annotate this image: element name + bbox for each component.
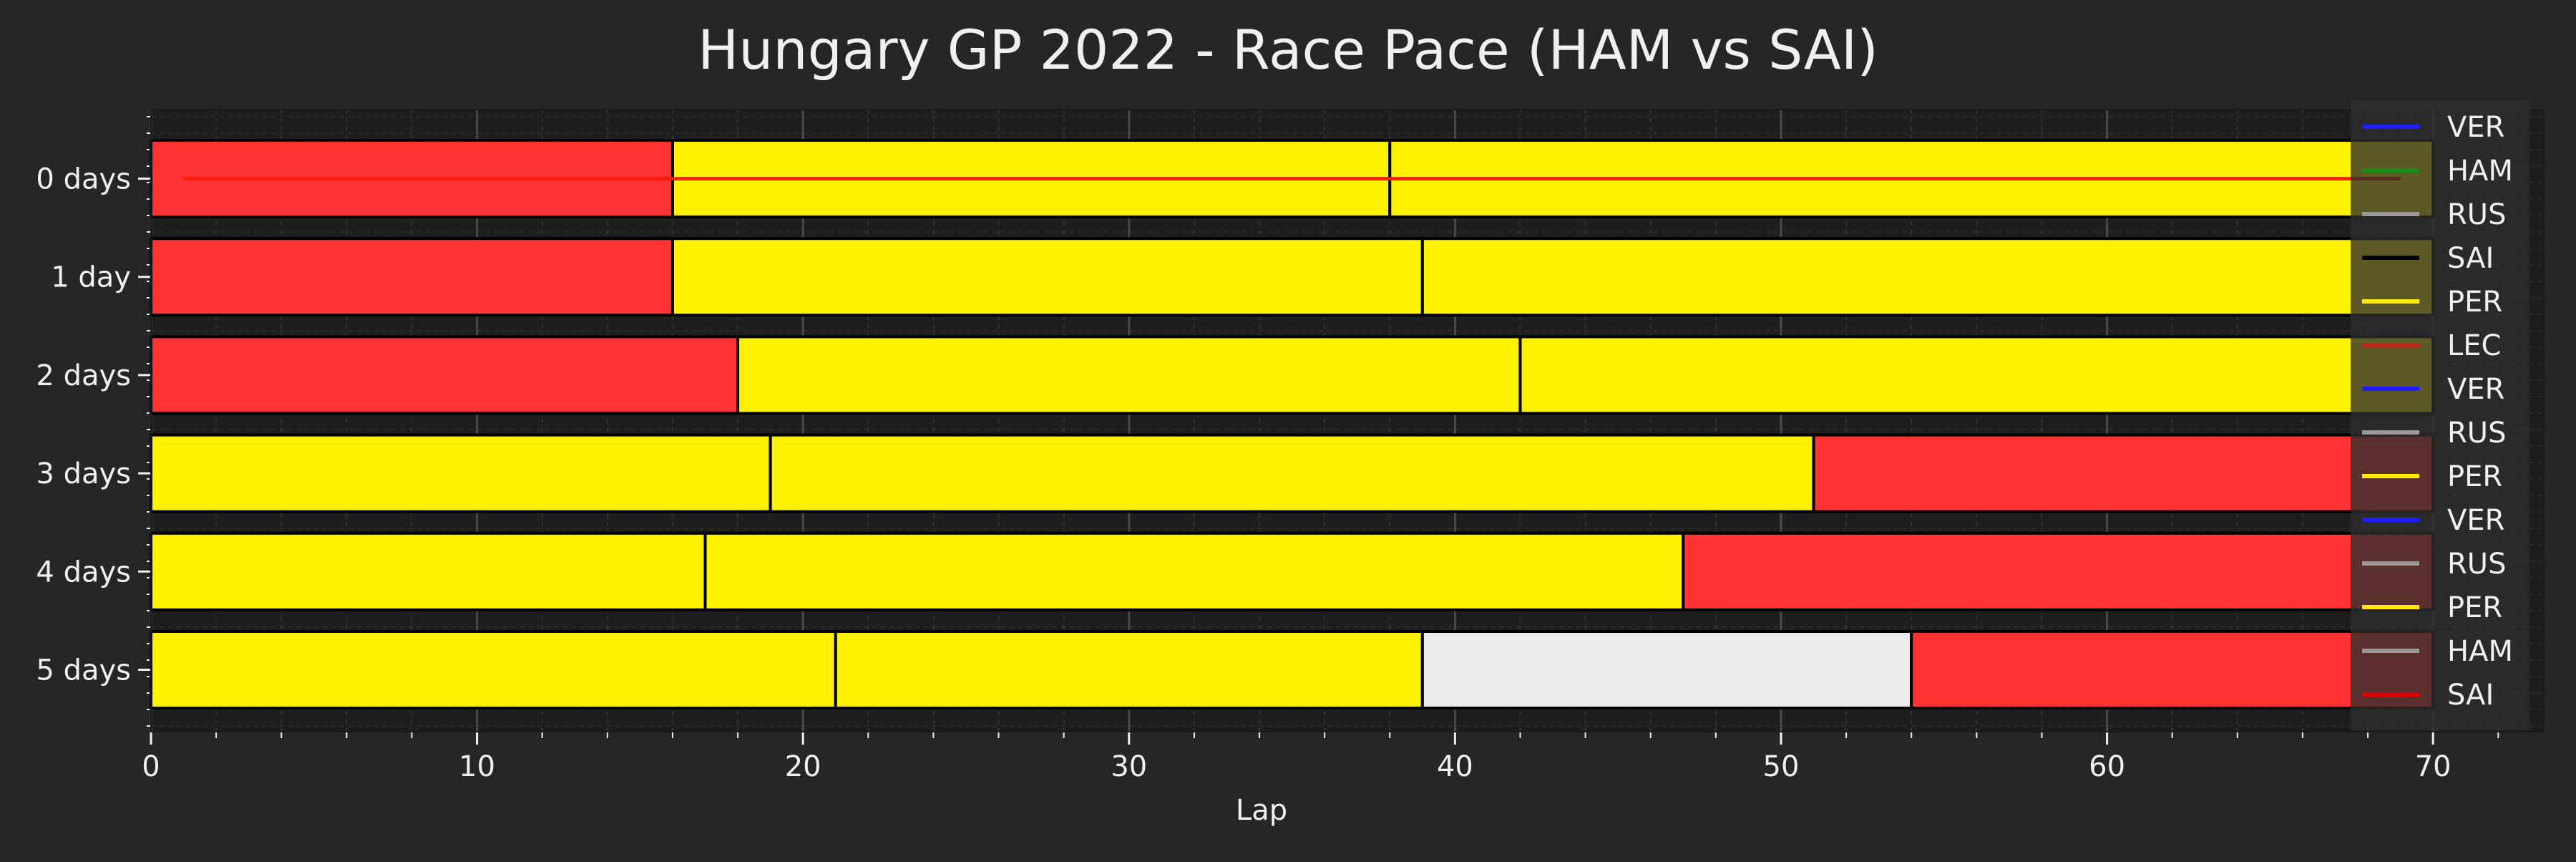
stint-bar — [670, 237, 1424, 317]
stint-bar — [1420, 630, 1913, 710]
stint-bar — [1812, 433, 2435, 513]
plot-frame — [150, 109, 2545, 732]
legend-label: HAM — [2447, 155, 2513, 188]
x-tick-label: 50 — [1763, 750, 1800, 783]
x-tick-label: 60 — [2089, 750, 2125, 783]
chart-title: Hungary GP 2022 - Race Pace (HAM vs SAI) — [698, 18, 1878, 82]
stint-bar — [769, 433, 1815, 513]
legend-label: PER — [2447, 286, 2502, 319]
y-tick-label: 4 days — [36, 556, 131, 589]
x-tick-label: 0 — [142, 750, 160, 783]
stint-bar — [1910, 630, 2435, 710]
legend-label: SAI — [2447, 242, 2494, 275]
y-tick-label: 5 days — [36, 654, 131, 687]
legend-label: LEC — [2447, 329, 2502, 362]
y-tick-label: 0 days — [36, 163, 131, 196]
legend-label: RUS — [2447, 548, 2506, 581]
legend-label: SAI — [2447, 679, 2494, 712]
x-tick-label: 30 — [1111, 750, 1147, 783]
x-axis-label: Lap — [1236, 794, 1287, 827]
stint-bar — [703, 531, 1685, 611]
stint-bar — [150, 237, 674, 317]
stint-bar — [1420, 237, 2435, 317]
legend: VER HAM RUS SAI PER LEC VER RUS PER VER RUS PER HAM S… — [2351, 100, 2529, 730]
legend-label: RUS — [2447, 198, 2506, 231]
legend-label: PER — [2447, 460, 2502, 493]
legend-label: VER — [2447, 504, 2504, 537]
x-tick-label: 40 — [1437, 750, 1473, 783]
legend-label: VER — [2447, 373, 2504, 406]
stint-bar — [1682, 531, 2435, 611]
stint-bar — [150, 433, 772, 513]
x-tick-label: 70 — [2415, 750, 2451, 783]
x-tick-label: 20 — [785, 750, 821, 783]
legend-label: VER — [2447, 111, 2504, 144]
y-tick-label: 3 days — [36, 457, 131, 490]
plot-area: 0 10 20 30 40 50 60 70 0 days 1 day 2 days 3 days 4 … — [36, 109, 2545, 783]
stint-bar — [834, 630, 1424, 710]
legend-frame — [2351, 100, 2529, 730]
stint-bar — [150, 335, 740, 415]
stint-bar — [1518, 335, 2435, 415]
legend-label: RUS — [2447, 417, 2506, 450]
x-tick-label: 10 — [459, 750, 495, 783]
stint-bar — [736, 335, 1522, 415]
stint-bar — [150, 531, 707, 611]
y-tick-label: 1 day — [51, 261, 131, 294]
stint-bar — [150, 630, 837, 710]
y-tick-label: 2 days — [36, 359, 131, 392]
legend-label: PER — [2447, 591, 2502, 624]
legend-label: HAM — [2447, 635, 2513, 668]
